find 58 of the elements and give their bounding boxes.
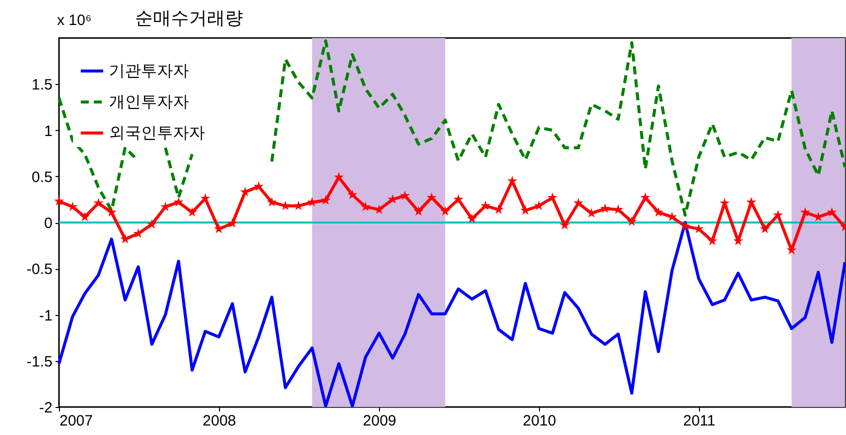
point (227, 218, 238, 228)
point (733, 236, 744, 246)
y-tick-label: 1 (44, 122, 52, 140)
y-tick-label: 1.5 (32, 76, 52, 94)
line-series (58, 221, 846, 408)
point (400, 190, 410, 200)
y-tick-label: -1.5 (26, 353, 52, 370)
y-axis-title: x 10⁶ (57, 12, 92, 29)
point (360, 202, 370, 212)
point (80, 212, 90, 222)
x-tick-label: 2008 (202, 412, 236, 430)
point (653, 207, 664, 217)
point (414, 206, 424, 216)
point (573, 198, 584, 208)
point (146, 219, 157, 229)
point (54, 196, 64, 206)
legend-label: 개인투자자 (109, 92, 189, 111)
point (680, 220, 690, 230)
y-tick-label: -2 (39, 400, 52, 416)
point (720, 198, 730, 208)
x-tick-label: 2010 (522, 412, 556, 430)
chart-title: 순매수거래량 (135, 8, 243, 29)
point (667, 212, 678, 222)
x-tick-label: 2011 (683, 412, 716, 430)
point (560, 220, 570, 230)
point (466, 214, 477, 224)
point (746, 196, 756, 206)
point (760, 224, 770, 234)
point (187, 207, 198, 217)
point (534, 200, 544, 210)
point (426, 192, 437, 202)
legend-label: 기관투자자 (109, 61, 189, 80)
point (347, 190, 358, 200)
y-tick-label: -0.5 (26, 261, 52, 278)
point (800, 207, 810, 217)
point (480, 200, 490, 210)
point (707, 236, 718, 246)
point (773, 210, 783, 220)
point (548, 192, 558, 202)
point (786, 244, 797, 254)
point (453, 194, 464, 204)
point (106, 207, 117, 217)
point (626, 216, 637, 226)
point (600, 203, 610, 213)
x-tick-label: 2009 (362, 412, 396, 430)
y-tick-label: -1 (39, 307, 52, 324)
y-tick-label: 0 (44, 215, 52, 232)
legend-label: 외국인투자자 (109, 123, 205, 142)
point (254, 181, 264, 191)
point (826, 207, 837, 217)
point (133, 228, 144, 238)
point (320, 195, 331, 205)
point (266, 196, 277, 206)
point (93, 198, 104, 208)
y-tick-label: 0.5 (32, 168, 52, 186)
x-tick-label: 2007 (60, 412, 93, 430)
point (440, 206, 450, 216)
point (174, 196, 184, 206)
